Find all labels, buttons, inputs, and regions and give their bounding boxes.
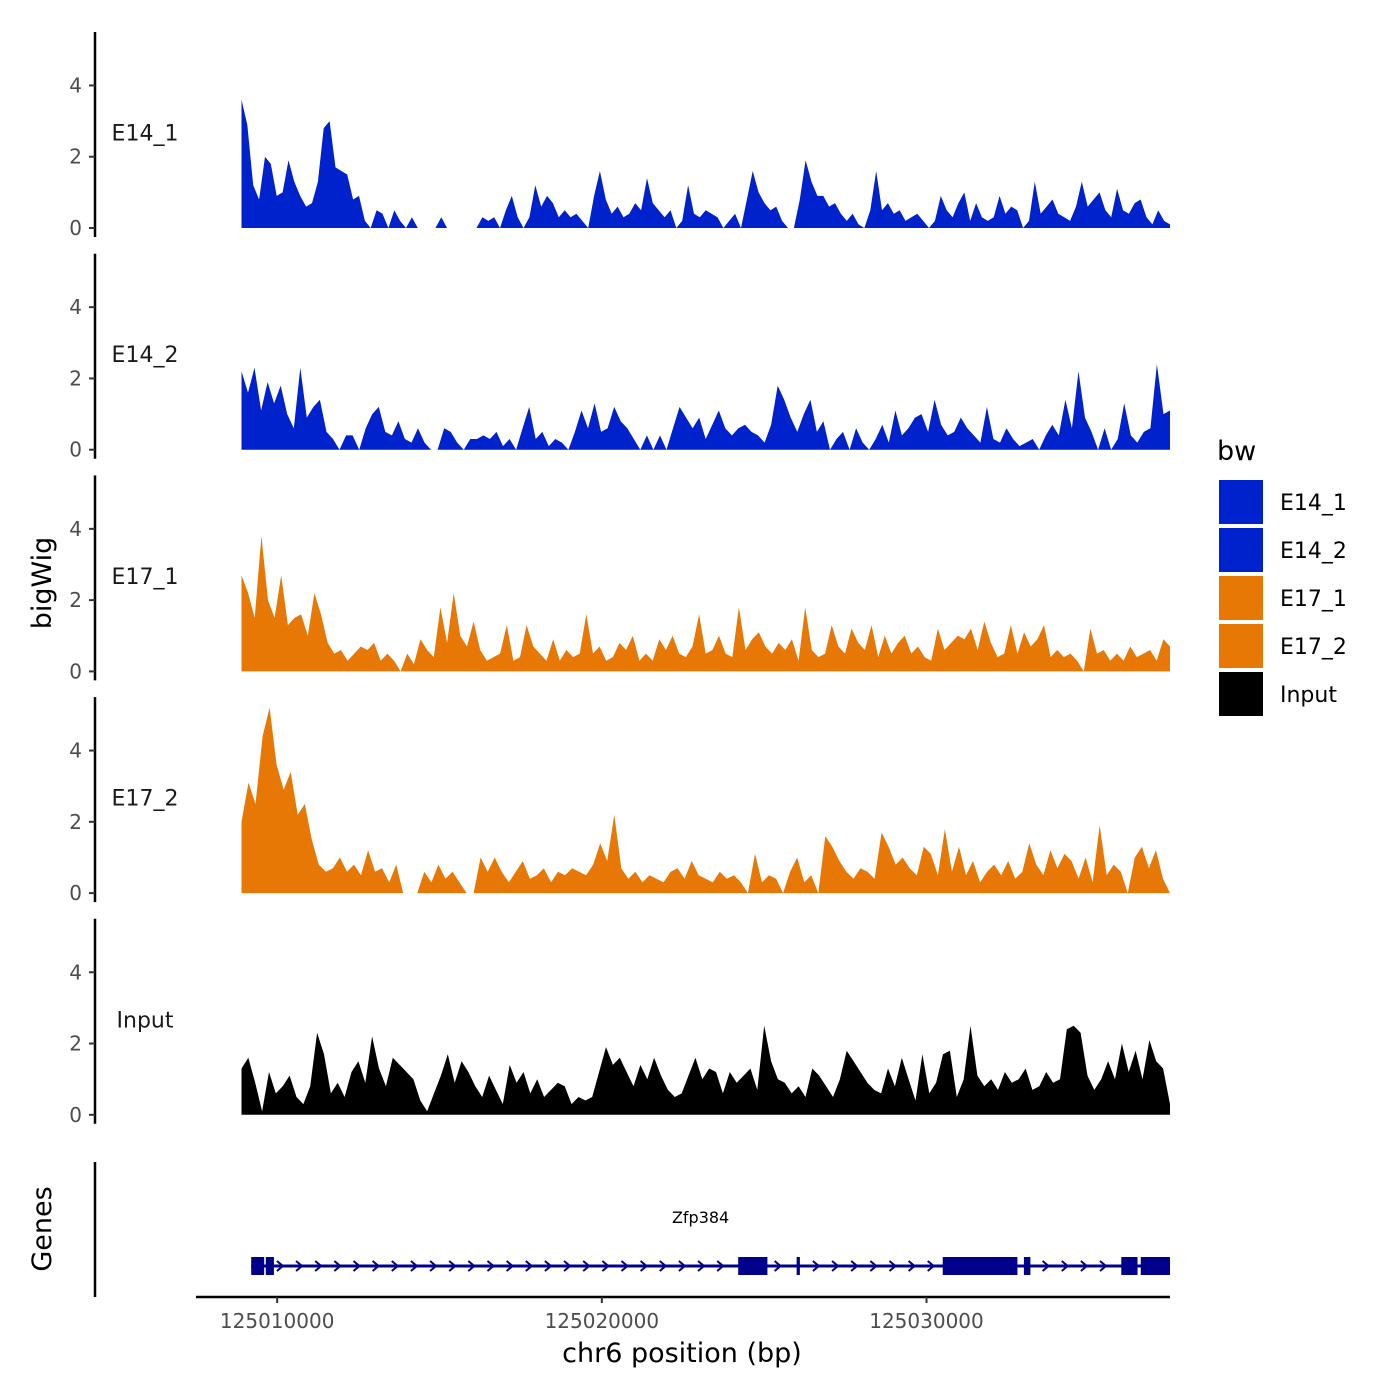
legend-swatch [1217,526,1265,574]
gene-name-label: Zfp384 [672,1208,729,1227]
genes-track: Zfp384 [93,1162,1170,1297]
y-tick-label: 4 [69,295,82,319]
y-axis-title: bigWig [27,537,58,630]
x-axis: 125010000 125020000 125030000 [196,1295,1170,1333]
y-tick-label: 4 [69,960,82,984]
y-tick-label: 2 [69,145,82,169]
legend-swatch [1217,622,1265,670]
strand-arrow [850,1260,859,1272]
y-tick-label: 4 [69,517,82,541]
strand-arrow [678,1260,687,1272]
strand-arrow [448,1260,457,1272]
coverage-area [241,99,1170,228]
strand-arrow [467,1260,476,1272]
y-tick-label: 2 [69,810,82,834]
strand-arrow [371,1260,381,1272]
strand-arrow [391,1260,400,1272]
strand-arrow [582,1260,591,1272]
coverage-area [241,707,1170,894]
x-tick-label: 125030000 [869,1309,984,1333]
strand-arrow [276,1260,285,1272]
legend-label: E17_1 [1280,587,1347,612]
strand-arrow [1080,1260,1089,1272]
strand-arrow [525,1260,534,1272]
exon-block [738,1257,768,1275]
track-label: Input [117,1008,174,1033]
legend-swatch [1217,670,1265,718]
strand-arrow [333,1260,342,1272]
strand-arrow [1041,1260,1051,1272]
legend-swatch [1217,574,1265,622]
strand-arrow [429,1260,438,1272]
y-tick-label: 2 [69,1032,82,1056]
legend-label: E14_1 [1280,491,1347,516]
coverage-area [241,536,1170,672]
track-label: E14_1 [112,121,179,146]
strand-arrow [620,1260,630,1272]
exon-block [942,1257,1018,1275]
legend-swatch [1217,478,1265,526]
exon-block [1140,1257,1170,1275]
strand-arrow [639,1260,649,1272]
strand-arrow [697,1260,706,1272]
track-e17-2: 0 2 4 E17_2 [69,697,1170,905]
strand-arrow [410,1260,419,1272]
x-axis-title: chr6 position (bp) [562,1338,802,1369]
strand-arrow [295,1260,304,1272]
legend-label: Input [1280,683,1337,708]
strand-arrow [486,1260,496,1272]
strand-arrow [812,1260,821,1272]
track-label: E17_2 [112,787,179,812]
strand-arrow [869,1260,878,1272]
strand-arrow [314,1260,323,1272]
genes-axis-title: Genes [27,1186,58,1271]
track-e14-2: 0 2 4 E14_2 [69,253,1170,462]
exon-block [265,1257,274,1275]
strand-arrow [907,1260,917,1272]
x-tick-label: 125010000 [220,1309,335,1333]
x-tick-label: 125020000 [545,1309,660,1333]
y-tick-label: 2 [69,588,82,612]
y-tick-label: 0 [69,881,82,905]
strand-arrow [888,1260,898,1272]
strand-arrow [831,1260,840,1272]
track-e14-1: 0 2 4 E14_1 [69,32,1170,240]
y-tick-label: 0 [69,659,82,683]
y-tick-label: 4 [69,73,82,97]
strand-arrow [601,1260,610,1272]
strand-arrow [352,1260,362,1272]
track-input: 0 2 4 Input [69,918,1170,1127]
y-tick-label: 0 [69,438,82,462]
y-tick-label: 0 [69,1103,82,1127]
track-e17-1: 0 2 4 E17_1 [69,475,1170,683]
track-label: E17_1 [112,565,179,590]
strand-arrow [773,1260,783,1272]
coverage-tracks: 0 2 4 E14_1 0 2 4 E14_2 0 2 4 E17_1 0 2 4 E17_2 0 2 4 Input [69,32,1170,1127]
strand-arrow [1061,1260,1070,1272]
legend-label: E17_2 [1280,635,1347,660]
exon-block [796,1257,800,1275]
legend: bw E14_1 E14_2 E17_1 E17_2 Input [1217,436,1347,718]
coverage-area [241,1025,1170,1115]
y-tick-label: 4 [69,739,82,763]
y-tick-label: 0 [69,216,82,240]
y-tick-label: 2 [69,366,82,390]
exon-block [1023,1257,1031,1275]
track-label: E14_2 [112,343,179,368]
coverage-area [241,364,1170,450]
strand-arrow [544,1260,553,1272]
strand-arrow [1099,1260,1108,1272]
strand-arrow [505,1260,515,1272]
strand-arrow [716,1260,725,1272]
exon-block [251,1257,265,1275]
strand-arrow [563,1260,572,1272]
exon-block [1121,1257,1138,1275]
strand-arrow [927,1260,936,1272]
legend-label: E14_2 [1280,539,1347,564]
strand-arrow [659,1260,668,1272]
legend-title: bw [1217,436,1256,467]
